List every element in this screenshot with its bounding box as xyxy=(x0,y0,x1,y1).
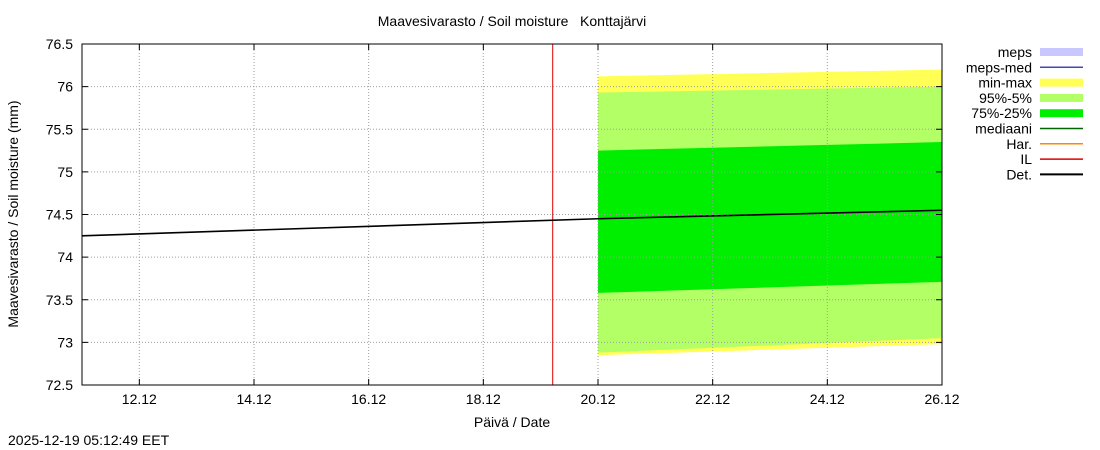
legend-swatch xyxy=(1040,48,1083,56)
legend-swatch xyxy=(1040,78,1083,87)
series-lines xyxy=(81,44,943,385)
x-tick-label: 22.12 xyxy=(695,391,730,407)
legend-label: meps xyxy=(998,44,1032,60)
x-tick-label: 24.12 xyxy=(810,391,845,407)
y-tick-label: 72.5 xyxy=(46,377,73,393)
det-line-forecast xyxy=(597,209,943,220)
y-tick-label: 76 xyxy=(57,79,73,95)
x-tick-label: 12.12 xyxy=(122,391,157,407)
grid-lines xyxy=(82,44,942,385)
y-tick-label: 76.5 xyxy=(46,36,73,52)
legend-label: min-max xyxy=(978,75,1032,91)
legend-label: 75%-25% xyxy=(971,105,1032,121)
y-tick-label: 75.5 xyxy=(46,121,73,137)
forecast-bands xyxy=(598,69,942,356)
x-tick-label: 20.12 xyxy=(580,391,615,407)
legend-label: 95%-5% xyxy=(979,90,1032,106)
y-tick-label: 74 xyxy=(57,249,73,265)
axis-ticks: 72.5 73 73.5 74 74.5 75 75.5 76 76.5 12.12 14.12 16… xyxy=(46,36,960,407)
y-tick-label: 74.5 xyxy=(46,207,73,223)
y-tick-label: 73.5 xyxy=(46,292,73,308)
x-tick-label: 14.12 xyxy=(236,391,271,407)
det-line-observed xyxy=(81,217,599,237)
x-tick-label: 16.12 xyxy=(351,391,386,407)
legend-label: meps-med xyxy=(966,59,1032,75)
x-tick-label: 26.12 xyxy=(924,391,959,407)
y-tick-label: 73 xyxy=(57,334,73,350)
y-tick-label: 75 xyxy=(57,164,73,180)
legend-label: Har. xyxy=(1006,136,1032,152)
legend-label: mediaani xyxy=(975,121,1032,137)
legend-swatch xyxy=(1040,93,1083,102)
x-tick-label: 18.12 xyxy=(466,391,501,407)
footer-timestamp: 2025-12-19 05:12:49 EET xyxy=(8,432,170,448)
band-75%-25% xyxy=(598,142,942,293)
legend-swatch xyxy=(1040,109,1083,118)
x-axis-label: Päivä / Date xyxy=(474,414,550,430)
chart-title: Maavesivarasto / Soil moisture Konttajär… xyxy=(378,13,646,29)
legend: mepsmeps-medmin-max95%-5%75%-25%mediaani… xyxy=(966,44,1083,182)
legend-label: Det. xyxy=(1006,166,1032,182)
y-axis-label: Maavesivarasto / Soil moisture (mm) xyxy=(5,100,21,327)
legend-label: IL xyxy=(1020,151,1032,167)
